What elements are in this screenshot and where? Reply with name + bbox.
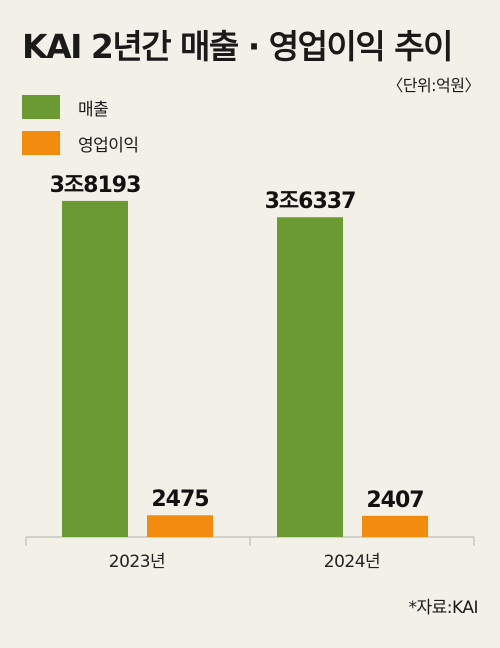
legend-label-sales: 매출 — [78, 99, 109, 120]
data-label-sales-0: 3조8193 — [50, 173, 141, 198]
bar-operating-profit-1 — [362, 515, 428, 537]
chart-title: KAI 2년간 매출 · 영업이익 추이 — [22, 27, 453, 66]
legend-swatch-sales — [22, 95, 60, 119]
legend-item-operating-profit: 영업이익 — [22, 128, 139, 158]
plot-area: 3조8193 2475 2023년 3조6337 2407 2024년 — [25, 173, 475, 572]
source-note: *자료:KAI — [408, 598, 479, 618]
data-label-operating-profit-1: 2407 — [366, 488, 423, 513]
legend-label-operating-profit: 영업이익 — [78, 135, 139, 156]
data-label-operating-profit-0: 2475 — [151, 487, 208, 512]
legend-swatch-operating-profit — [22, 131, 60, 155]
legend-item-sales: 매출 — [22, 92, 139, 122]
bar-sales-0 — [62, 200, 128, 537]
bar-operating-profit-0 — [147, 515, 213, 537]
legend: 매출 영업이익 — [22, 92, 139, 164]
bar-sales-1 — [277, 217, 343, 537]
data-label-sales-1: 3조6337 — [265, 189, 356, 214]
category-label-1: 2024년 — [324, 552, 380, 572]
unit-note: 〈단위:억원〉 — [387, 76, 480, 95]
category-label-0: 2023년 — [109, 552, 165, 572]
